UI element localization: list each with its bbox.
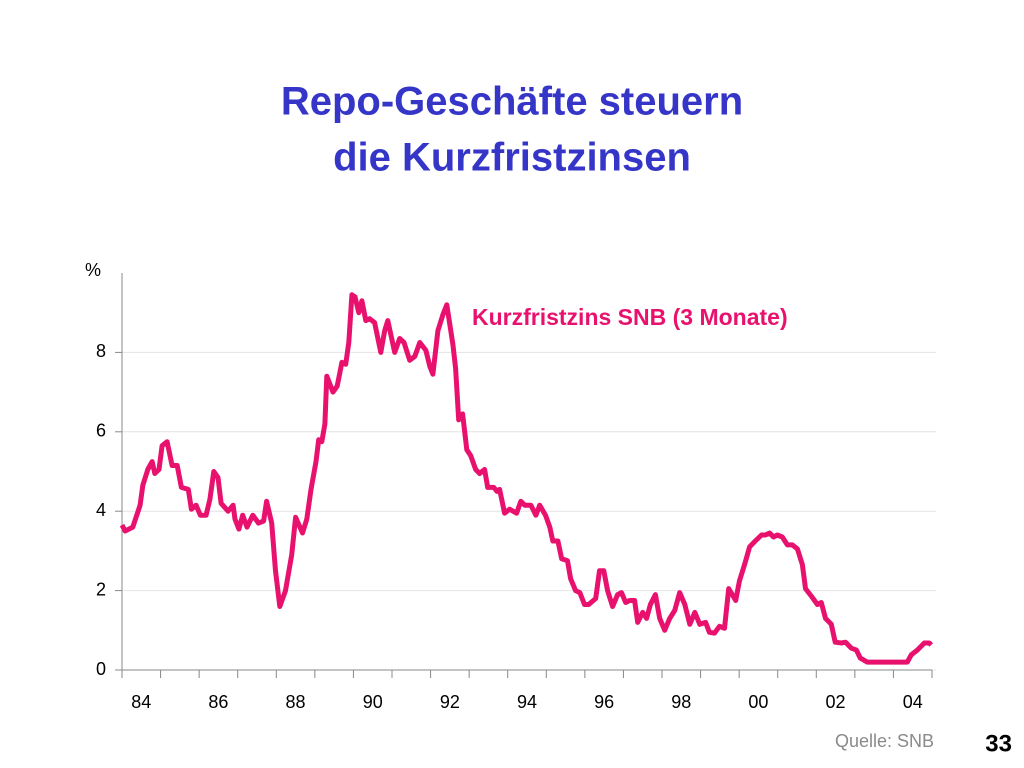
y-tick-label: 0 xyxy=(96,659,106,679)
y-tick-label: 2 xyxy=(96,579,106,599)
series-label: Kurzfristzins SNB (3 Monate) xyxy=(472,304,788,330)
x-tick-label: 86 xyxy=(208,692,228,712)
chart-title: Repo-Geschäfte steuern xyxy=(281,80,743,124)
x-tick-label: 84 xyxy=(131,692,151,712)
x-tick-label: 00 xyxy=(748,692,768,712)
x-tick-label: 92 xyxy=(440,692,460,712)
x-tick-label: 96 xyxy=(594,692,614,712)
y-axis-label: % xyxy=(85,260,101,280)
y-tick-label: 6 xyxy=(96,421,106,441)
y-tick-label: 4 xyxy=(96,500,106,520)
x-tick-label: 98 xyxy=(671,692,691,712)
x-tick-label: 88 xyxy=(286,692,306,712)
x-tick-label: 04 xyxy=(903,692,923,712)
x-tick-label: 90 xyxy=(363,692,383,712)
chart-subtitle: die Kurzfristzinsen xyxy=(333,136,691,180)
x-tick-label: 02 xyxy=(826,692,846,712)
series-line xyxy=(119,292,934,665)
y-tick-label: 8 xyxy=(96,341,106,361)
source: Quelle: SNB xyxy=(835,731,934,751)
page-number: 33 xyxy=(985,730,1012,757)
x-tick-label: 94 xyxy=(517,692,537,712)
